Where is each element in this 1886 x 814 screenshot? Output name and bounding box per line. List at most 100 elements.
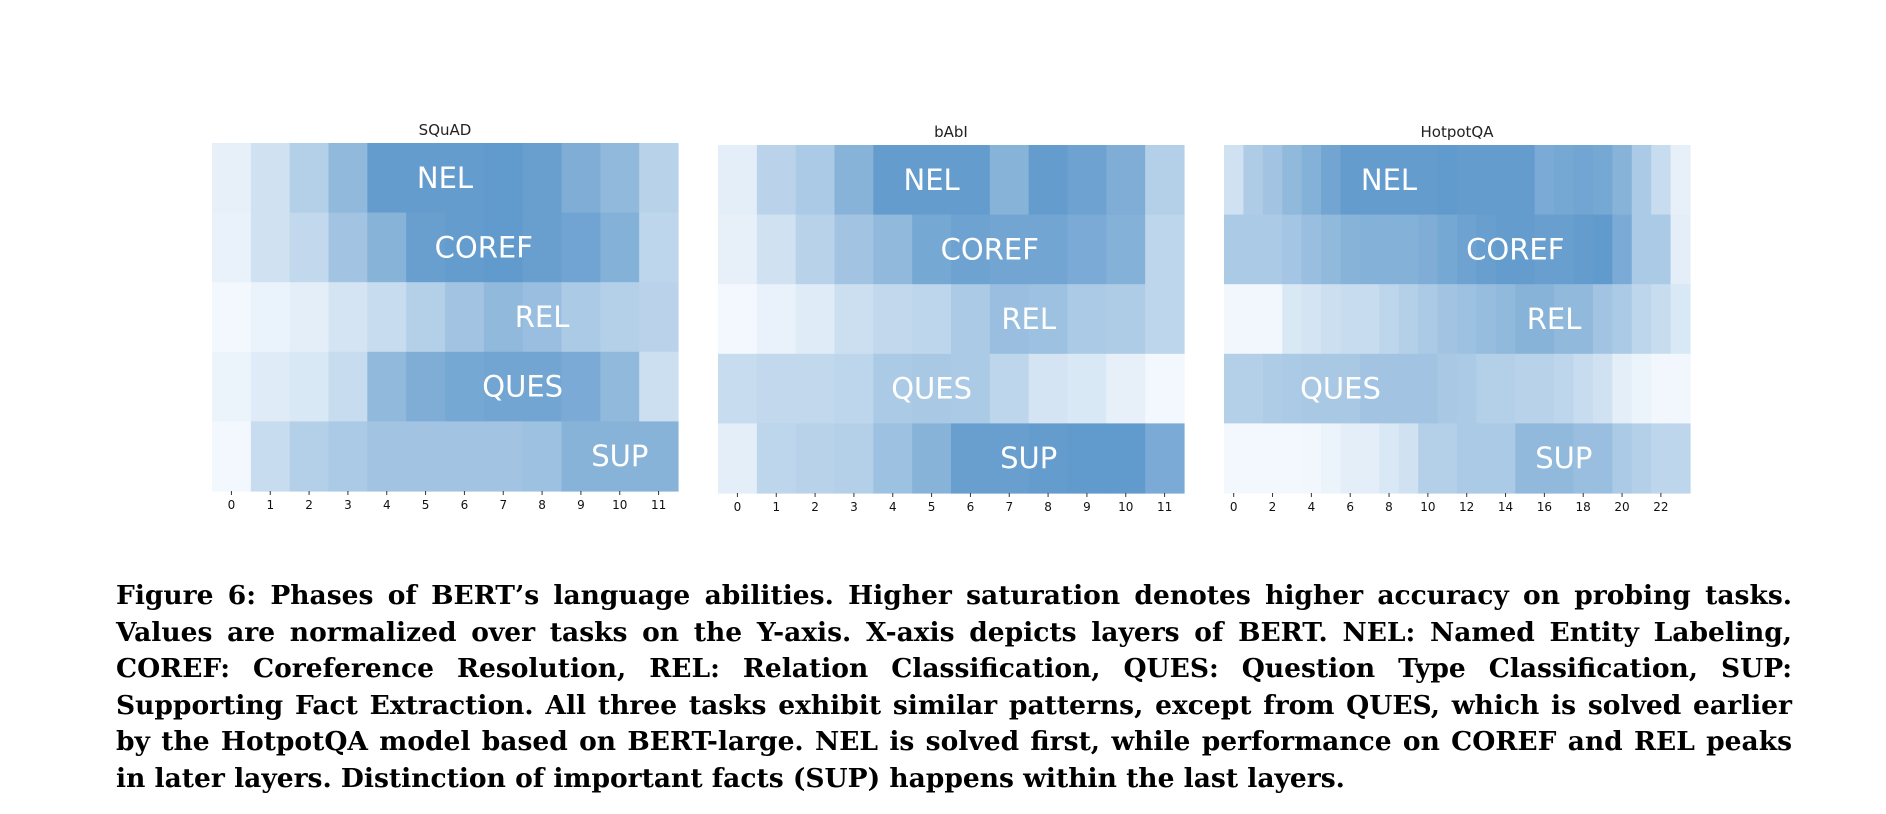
heatmap-cell [1301, 145, 1322, 216]
heatmap-cell [1495, 214, 1516, 285]
heatmap-cell [1301, 284, 1322, 355]
heatmap-cell [1437, 353, 1458, 424]
heatmap-cell [600, 212, 640, 283]
heatmap-cell [639, 282, 679, 353]
heatmap-cell [1359, 353, 1380, 424]
heatmap-cell [1631, 423, 1652, 494]
heatmap-cell [328, 212, 368, 283]
heatmap-cell [1651, 145, 1672, 216]
row-label-ques: QUES [1300, 372, 1381, 406]
heatmap-cell [1631, 214, 1652, 285]
heatmap-cell [873, 214, 913, 285]
heatmap-cell [1028, 145, 1069, 216]
heatmap-cell [1592, 145, 1613, 216]
x-tick-label: 11 [651, 498, 666, 512]
heatmap-cell [1282, 284, 1303, 355]
x-tick-label: 7 [499, 498, 507, 512]
heatmap-cell [1670, 423, 1691, 494]
heatmap-cell [951, 284, 991, 355]
heatmap-cell [1670, 145, 1691, 216]
x-tick-label: 6 [1346, 500, 1354, 514]
x-tick-label: 6 [967, 500, 975, 514]
heatmap-cell [1592, 423, 1613, 494]
heatmap-cell [1067, 214, 1107, 285]
heatmap-cell [289, 143, 330, 214]
heatmap-cell [1224, 214, 1245, 285]
heatmap-cell [1145, 284, 1185, 355]
heatmap-cell [718, 214, 758, 285]
heatmap-cell [1262, 145, 1283, 216]
heatmap-cell [1612, 284, 1633, 355]
heatmap-cell [250, 143, 291, 214]
heatmap-cell [1145, 214, 1185, 285]
x-tick-label: 3 [344, 498, 352, 512]
heatmap-cell [1067, 145, 1107, 216]
heatmap-cell [1592, 353, 1613, 424]
heatmap-cell [1457, 145, 1478, 216]
heatmap-cell [1651, 423, 1672, 494]
row-label-sup: SUP [1000, 441, 1057, 475]
heatmap-cell [1612, 353, 1633, 424]
x-tick-label: 5 [422, 498, 430, 512]
heatmap-cell [1262, 214, 1283, 285]
x-tick-label: 18 [1576, 500, 1591, 514]
heatmap-cell [1573, 284, 1594, 355]
heatmap-cell [1612, 214, 1633, 285]
heatmap-cell [1359, 214, 1380, 285]
heatmap-cell [989, 423, 1030, 494]
heatmap-cell [1651, 284, 1672, 355]
row-label-ques: QUES [482, 370, 563, 404]
heatmap-cell [561, 143, 601, 214]
heatmap-cell [1106, 353, 1146, 424]
heatmap-cell [951, 353, 991, 424]
heatmap-cell [483, 351, 524, 422]
heatmap-cell [1418, 145, 1439, 216]
heatmap-cell [1418, 353, 1439, 424]
panel-title: bAbI [934, 123, 968, 141]
row-label-rel: REL [1001, 302, 1056, 336]
row-label-ques: QUES [891, 372, 972, 406]
heatmap-cell [1398, 423, 1419, 494]
heatmap-cell [289, 421, 330, 492]
heatmap-cell [1262, 353, 1283, 424]
heatmap-cell [1457, 214, 1478, 285]
heatmap-cell [1379, 145, 1400, 216]
heatmap-cell [1554, 423, 1575, 494]
heatmap-cell [1340, 423, 1361, 494]
heatmap-cell [445, 143, 485, 214]
heatmap-cell [1321, 353, 1342, 424]
heatmap-cell [483, 212, 524, 283]
heatmap-cell [1515, 423, 1536, 494]
heatmap-cell [718, 423, 758, 494]
heatmap-cell [212, 282, 252, 353]
heatmap-cell [561, 212, 601, 283]
heatmap-cell [795, 145, 836, 216]
heatmap-cell [1534, 423, 1555, 494]
heatmap-cell [1282, 145, 1303, 216]
heatmap-cell [1262, 284, 1283, 355]
heatmap-cell [912, 214, 952, 285]
heatmap-cell [1224, 353, 1245, 424]
heatmap-cell [912, 353, 952, 424]
heatmap-cell [600, 351, 640, 422]
heatmap-cell [1573, 353, 1594, 424]
heatmap-cell [1495, 284, 1516, 355]
heatmap-cell [1398, 214, 1419, 285]
heatmap-cell [522, 212, 563, 283]
heatmap-cell [834, 214, 874, 285]
x-tick-label: 4 [383, 498, 391, 512]
heatmap-cell [639, 351, 679, 422]
heatmap-cell [873, 423, 913, 494]
heatmap-cell [1379, 214, 1400, 285]
row-label-coref: COREF [1466, 232, 1564, 266]
heatmap-cell [367, 212, 407, 283]
heatmap-cell [1476, 214, 1497, 285]
heatmap-cell [561, 351, 601, 422]
heatmap-cell [1670, 353, 1691, 424]
heatmap-cell [367, 143, 407, 214]
heatmap-cell [1554, 214, 1575, 285]
heatmap-cell [989, 284, 1030, 355]
heatmap-cell [1592, 214, 1613, 285]
heatmap-cell [212, 421, 252, 492]
heatmap-cell [1321, 214, 1342, 285]
